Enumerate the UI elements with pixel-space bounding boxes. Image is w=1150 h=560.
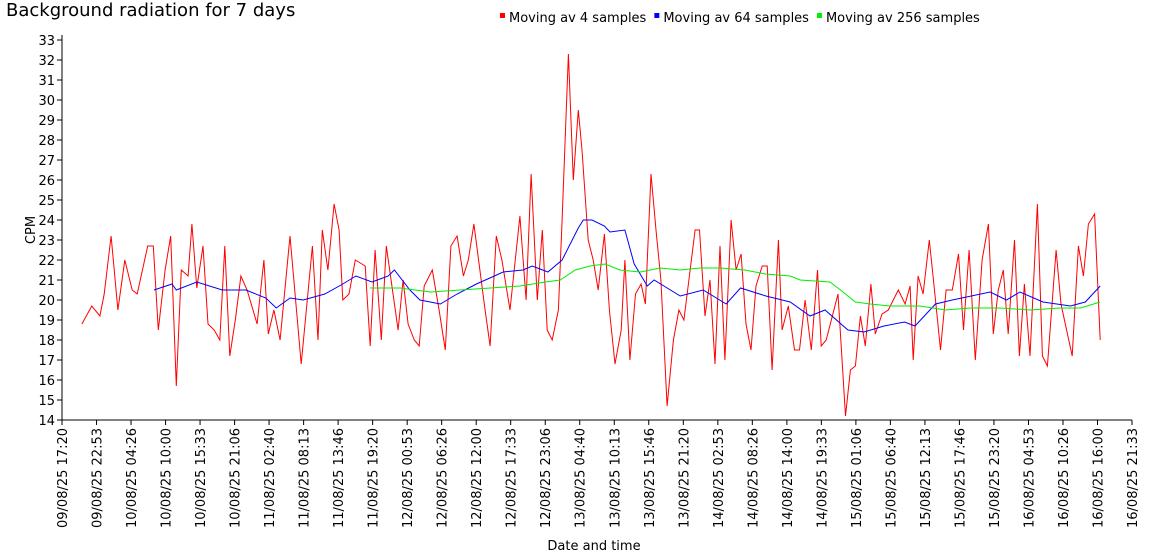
y-tick-label: 30 <box>38 94 55 109</box>
x-tick-label: 11/08/25 19:20 <box>367 428 382 528</box>
x-tick-label: 11/08/25 02:40 <box>263 428 278 528</box>
chart-title: Background radiation for 7 days <box>6 0 295 21</box>
y-tick-label: 29 <box>38 114 55 129</box>
x-tick-label: 14/08/25 19:33 <box>815 428 830 528</box>
y-tick-label: 22 <box>38 254 55 269</box>
y-axis-label: CPM <box>24 216 39 244</box>
y-tick-label: 20 <box>38 294 55 309</box>
y-tick-label: 16 <box>38 374 55 389</box>
x-tick-label: 14/08/25 14:00 <box>781 428 796 528</box>
y-tick-label: 23 <box>38 234 55 249</box>
legend-label: Moving av 64 samples <box>663 11 809 26</box>
y-tick-label: 26 <box>38 174 55 189</box>
x-tick-label: 16/08/25 21:33 <box>1126 428 1141 528</box>
legend-swatch <box>816 13 822 18</box>
x-tick-label: 14/08/25 08:26 <box>746 428 761 528</box>
x-tick-label: 09/08/25 17:20 <box>56 428 71 528</box>
x-tick-label: 16/08/25 16:00 <box>1092 428 1107 528</box>
x-tick-label: 12/08/25 06:26 <box>436 428 451 528</box>
x-tick-label: 13/08/25 04:40 <box>574 428 589 528</box>
x-tick-label: 13/08/25 21:20 <box>677 428 692 528</box>
y-tick-label: 28 <box>38 134 55 149</box>
x-tick-label: 15/08/25 17:46 <box>953 428 968 528</box>
y-tick-label: 32 <box>38 54 55 69</box>
y-tick-label: 17 <box>38 354 55 369</box>
x-tick-label: 16/08/25 04:53 <box>1022 428 1037 528</box>
y-tick-label: 14 <box>38 414 55 429</box>
y-tick-label: 19 <box>38 314 55 329</box>
x-tick-label: 12/08/25 12:00 <box>470 428 485 528</box>
x-tick-label: 15/08/25 01:06 <box>850 428 865 528</box>
x-tick-label: 12/08/25 17:33 <box>505 428 520 528</box>
x-tick-label: 10/08/25 10:00 <box>160 428 175 528</box>
series-line <box>81 53 1101 417</box>
x-tick-label: 10/08/25 04:26 <box>125 428 140 528</box>
y-tick-label: 25 <box>38 194 55 209</box>
y-tick-label: 27 <box>38 154 55 169</box>
series-line <box>370 263 1101 311</box>
y-tick-label: 18 <box>38 334 55 349</box>
x-axis-label: Date and time <box>547 539 640 554</box>
x-tick-label: 16/08/25 10:26 <box>1057 428 1072 528</box>
legend-label: Moving av 4 samples <box>509 11 647 26</box>
y-tick-label: 21 <box>38 274 55 289</box>
legend-label: Moving av 256 samples <box>826 11 980 26</box>
legend-swatch <box>654 13 660 18</box>
x-tick-label: 10/08/25 21:06 <box>229 428 244 528</box>
y-tick-label: 15 <box>38 394 55 409</box>
x-tick-label: 14/08/25 02:53 <box>712 428 727 528</box>
x-tick-label: 10/08/25 15:33 <box>194 428 209 528</box>
x-tick-label: 13/08/25 10:13 <box>608 428 623 528</box>
x-tick-label: 11/08/25 13:46 <box>332 428 347 528</box>
x-tick-label: 12/08/25 23:06 <box>539 428 554 528</box>
y-tick-label: 24 <box>38 214 55 229</box>
x-tick-label: 15/08/25 23:20 <box>988 428 1003 528</box>
y-tick-label: 33 <box>38 34 55 49</box>
x-tick-label: 15/08/25 06:40 <box>884 428 899 528</box>
x-tick-label: 13/08/25 15:46 <box>643 428 658 528</box>
legend-swatch <box>500 13 505 18</box>
x-tick-label: 11/08/25 08:13 <box>298 428 313 528</box>
x-tick-label: 15/08/25 12:13 <box>919 428 934 528</box>
series-line <box>153 219 1101 333</box>
y-tick-label: 31 <box>38 74 55 89</box>
x-tick-label: 09/08/25 22:53 <box>91 428 106 528</box>
x-tick-label: 12/08/25 00:53 <box>401 428 416 528</box>
